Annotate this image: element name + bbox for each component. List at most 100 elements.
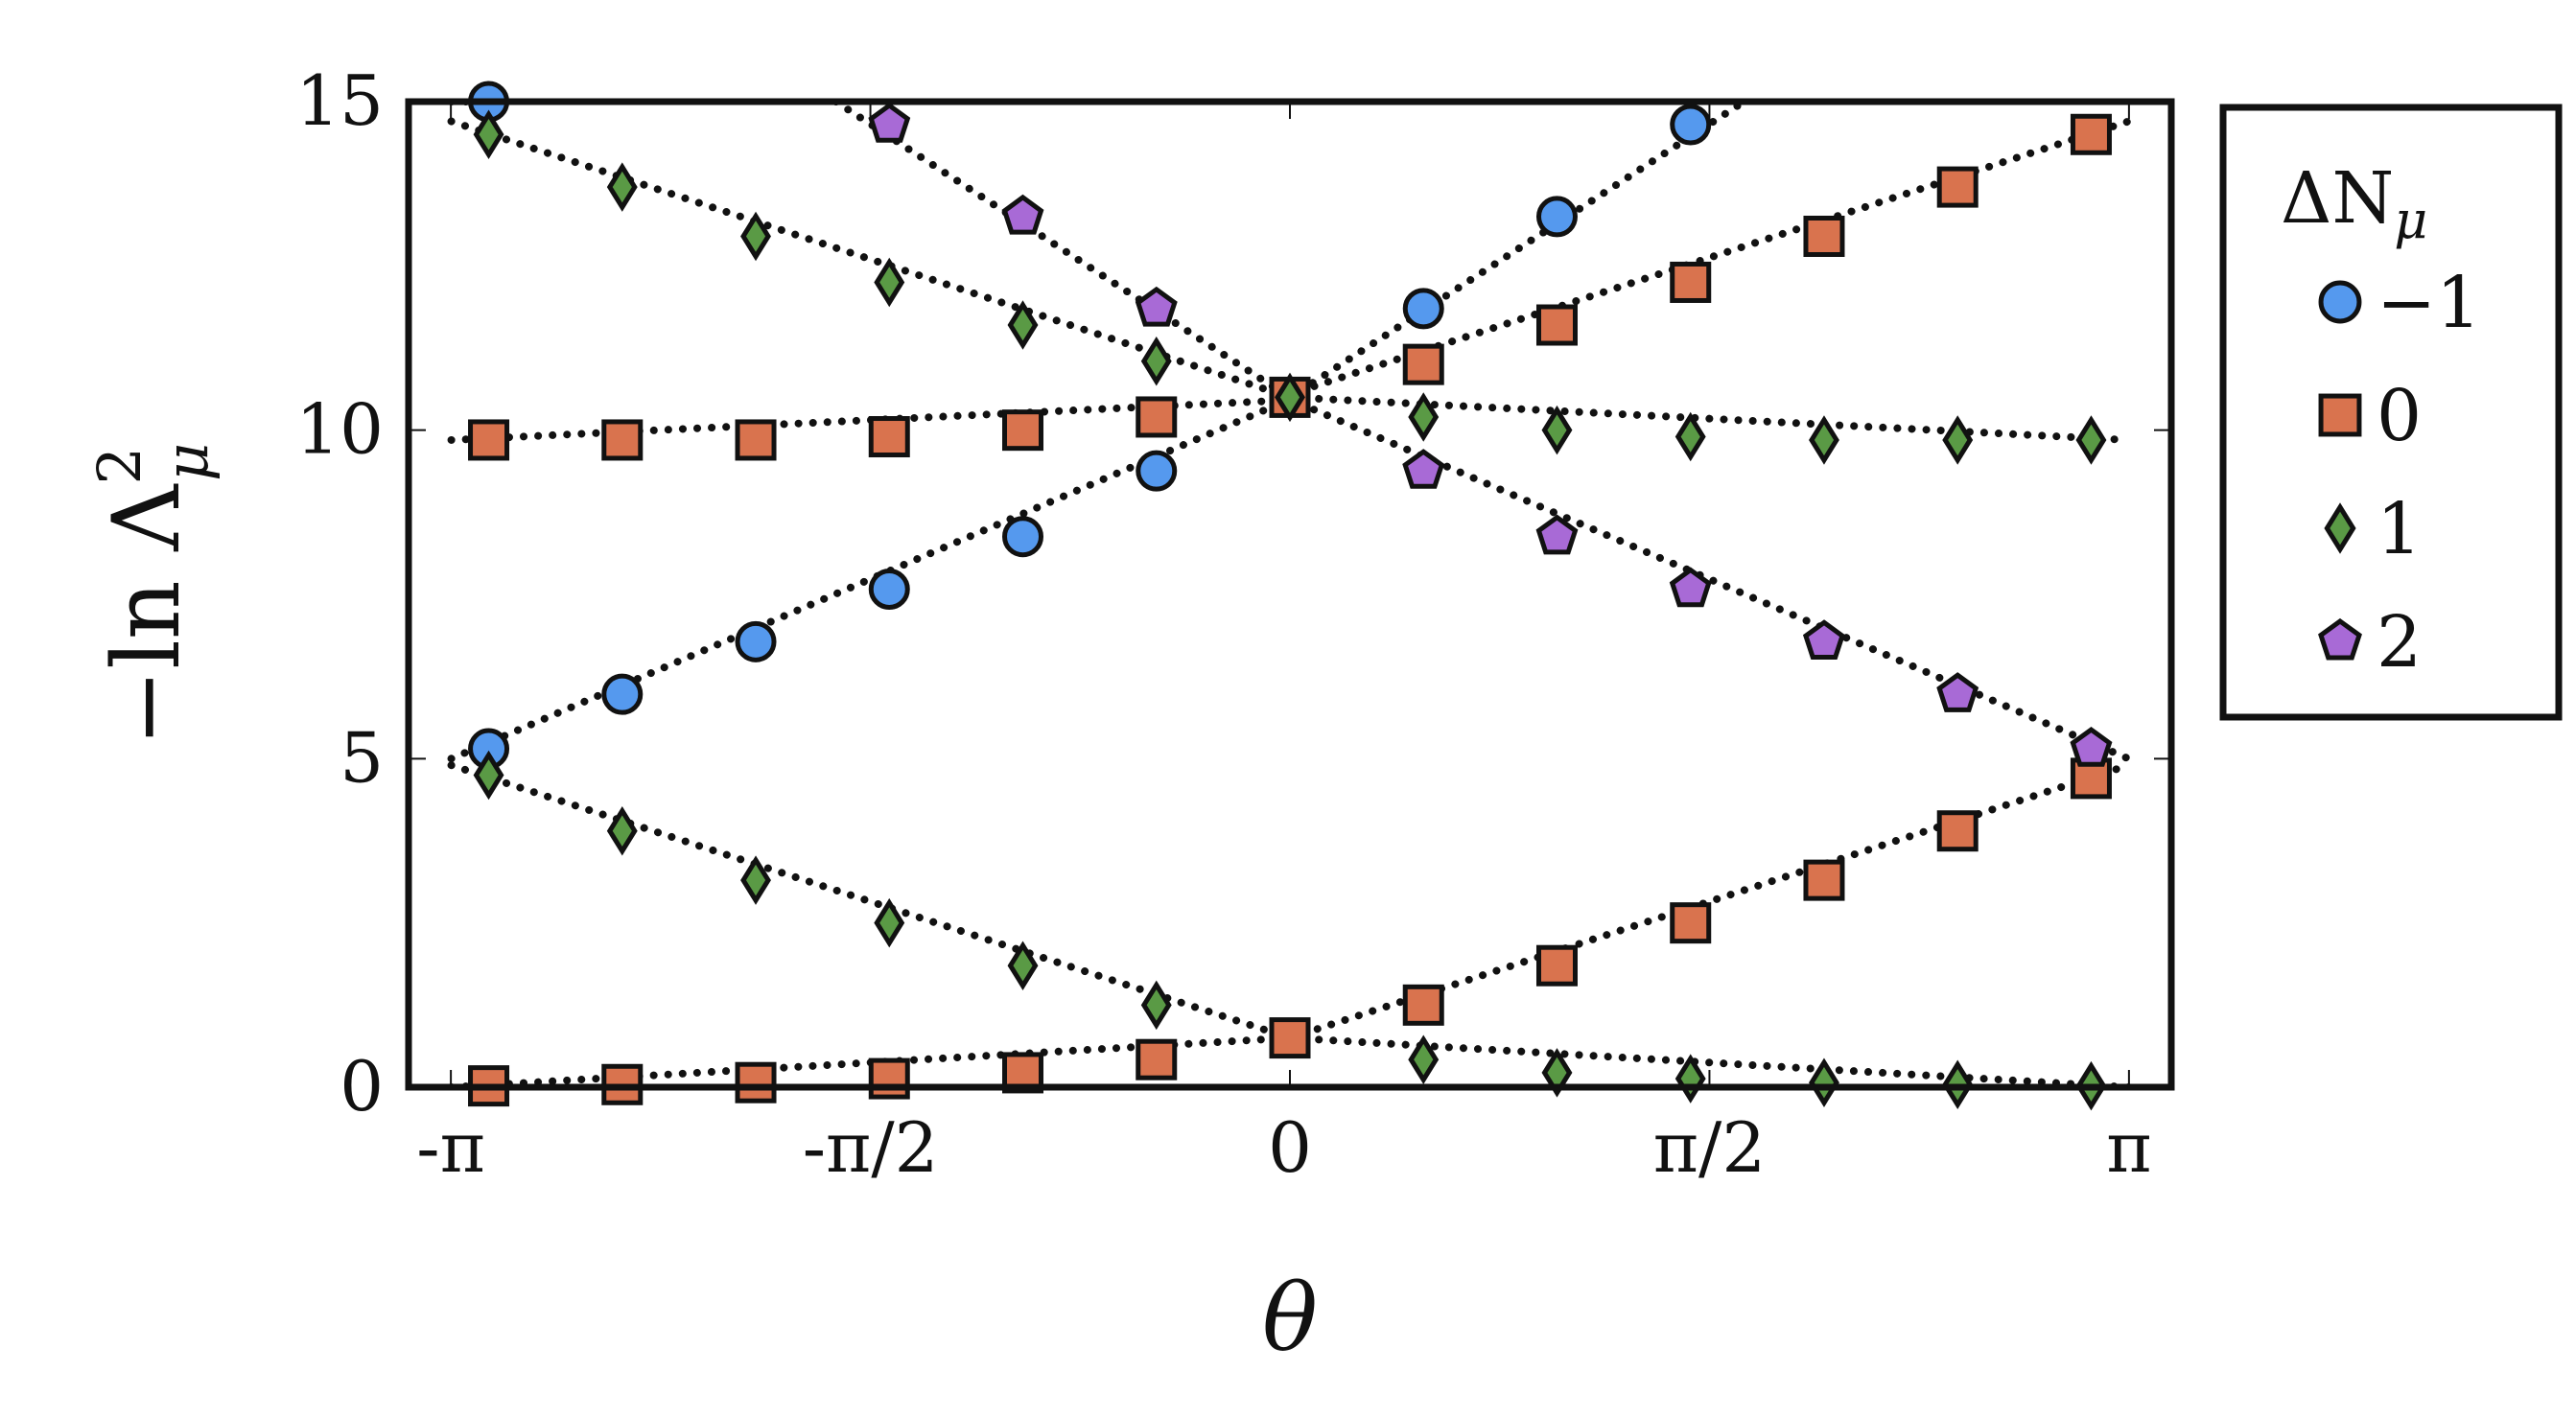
data-point-square xyxy=(1670,261,1712,303)
data-point-pentagon xyxy=(1402,449,1445,489)
x-tick-label: -π/2 xyxy=(803,1107,939,1188)
data-markers xyxy=(468,81,2113,1111)
legend-marker-circle xyxy=(2318,280,2362,324)
data-point-diamond xyxy=(2075,415,2107,465)
x-axis-title: θ xyxy=(1262,1265,1318,1372)
data-point-square xyxy=(1402,984,1444,1026)
y-tick-label: 15 xyxy=(295,60,384,141)
y-tick-label: 0 xyxy=(340,1046,384,1127)
y-axis-title: −ln Λ2μ xyxy=(84,443,222,747)
data-point-circle xyxy=(868,569,910,611)
data-point-square xyxy=(1535,944,1578,987)
legend-marker-pentagon xyxy=(2318,617,2362,661)
data-point-pentagon xyxy=(2070,727,2113,767)
data-point-pentagon xyxy=(1669,567,1712,608)
data-point-circle xyxy=(601,673,644,715)
data-point-square xyxy=(2070,113,2112,155)
data-point-diamond xyxy=(740,211,771,262)
dotted-line xyxy=(1297,400,2133,763)
data-point-diamond xyxy=(1674,411,1706,462)
data-point-square xyxy=(601,419,644,461)
data-point-square xyxy=(1670,902,1712,944)
data-point-diamond xyxy=(606,162,638,212)
x-tick-label: 0 xyxy=(1268,1107,1312,1188)
data-point-diamond xyxy=(874,897,905,948)
data-point-diamond xyxy=(874,257,905,308)
legend-title-main: ΔN xyxy=(2281,157,2394,240)
tick-marks xyxy=(409,101,2171,1088)
y-tick-label: 5 xyxy=(340,717,384,798)
svg-text:−ln Λ2μ: −ln Λ2μ xyxy=(84,443,222,747)
data-point-diamond xyxy=(1674,1054,1706,1103)
legend: ΔNμ −1 0 1 2 xyxy=(2219,104,2563,721)
legend-label: −1 xyxy=(2377,262,2481,344)
data-point-square xyxy=(1136,1038,1178,1080)
legend-label: 2 xyxy=(2377,601,2422,684)
data-point-square xyxy=(868,1057,910,1100)
data-point-pentagon xyxy=(868,102,911,143)
data-point-diamond xyxy=(1007,941,1039,990)
data-point-diamond xyxy=(1809,415,1839,465)
data-point-circle xyxy=(1670,104,1712,146)
data-point-square xyxy=(1936,810,1979,852)
data-point-circle xyxy=(735,620,777,662)
data-point-diamond xyxy=(1541,405,1573,455)
data-point-diamond xyxy=(1007,300,1039,350)
data-point-square xyxy=(1535,304,1578,346)
data-point-circle xyxy=(1535,196,1578,238)
data-point-circle xyxy=(1002,516,1044,558)
legend-marker-square xyxy=(2318,393,2362,437)
data-point-square xyxy=(868,416,910,458)
legend-box xyxy=(2219,104,2563,721)
dotted-line xyxy=(1286,393,2133,444)
dotted-line xyxy=(1297,102,1748,395)
data-point-diamond xyxy=(606,805,638,856)
data-point-circle xyxy=(1136,450,1178,492)
legend-marker-diamond xyxy=(2324,502,2356,554)
data-point-square xyxy=(1002,409,1044,452)
y-axis-title-sup: 2 xyxy=(84,447,154,484)
dotted-line xyxy=(1286,1034,2133,1087)
data-point-diamond xyxy=(1809,1057,1839,1107)
data-point-diamond xyxy=(1140,336,1172,386)
svg-text:ΔNμ: ΔNμ xyxy=(2281,157,2427,250)
data-point-pentagon xyxy=(1936,672,1979,712)
tick-labels: -π -π/2 0 π/2 π 0 5 10 15 xyxy=(295,60,2151,1188)
plot-frame xyxy=(405,98,2175,1091)
dotted-line xyxy=(831,102,1283,395)
data-point-circle xyxy=(1402,288,1444,330)
data-point-diamond xyxy=(473,750,504,801)
data-point-square xyxy=(735,1061,777,1103)
data-point-square xyxy=(735,419,777,461)
data-point-square xyxy=(1803,215,1845,257)
data-point-diamond xyxy=(1275,372,1305,423)
dotted-lines xyxy=(447,102,2133,1087)
x-tick-label: π xyxy=(2106,1107,2151,1188)
data-point-diamond xyxy=(473,109,504,160)
data-point-diamond xyxy=(1408,1034,1440,1084)
data-point-pentagon xyxy=(1802,619,1845,660)
legend-label: 0 xyxy=(2377,375,2422,457)
data-point-diamond xyxy=(1408,392,1440,442)
data-point-pentagon xyxy=(1135,286,1178,327)
x-tick-label: π/2 xyxy=(1653,1107,1766,1188)
data-point-diamond xyxy=(1140,980,1172,1031)
y-axis-title-sub: μ xyxy=(152,443,222,481)
data-point-diamond xyxy=(740,855,771,905)
data-point-square xyxy=(1803,859,1845,901)
data-point-square xyxy=(1269,1017,1311,1059)
data-point-pentagon xyxy=(1001,194,1044,235)
y-axis-title-main: −ln Λ xyxy=(93,483,200,746)
data-point-square xyxy=(1402,343,1444,385)
data-point-square xyxy=(1936,166,1979,208)
data-point-square xyxy=(1136,396,1178,438)
y-tick-label: 10 xyxy=(295,389,384,470)
x-tick-label: -π xyxy=(416,1107,485,1188)
legend-title-sub: μ xyxy=(2394,190,2427,250)
data-point-square xyxy=(468,419,510,461)
data-point-pentagon xyxy=(1535,514,1579,555)
legend-label: 1 xyxy=(2377,488,2422,570)
data-point-diamond xyxy=(1541,1048,1573,1098)
data-point-diamond xyxy=(1942,415,1974,465)
